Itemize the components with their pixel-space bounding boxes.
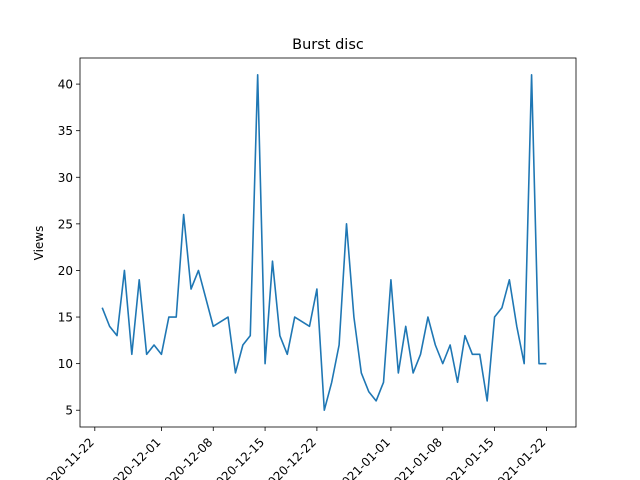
chart-title: Burst disc — [292, 37, 364, 53]
y-tick-label: 20 — [58, 264, 73, 278]
y-tick-label: 30 — [58, 171, 73, 185]
series-line — [101, 73, 547, 412]
y-tick-label: 40 — [58, 78, 73, 92]
y-tick-label: 10 — [58, 357, 73, 371]
y-axis-label: Views — [32, 226, 46, 261]
y-tick-label: 15 — [58, 311, 73, 325]
y-tick-label: 5 — [65, 404, 73, 418]
y-tick-label: 25 — [58, 217, 73, 231]
axes-frame — [79, 57, 577, 428]
y-tick-label: 35 — [58, 124, 73, 138]
